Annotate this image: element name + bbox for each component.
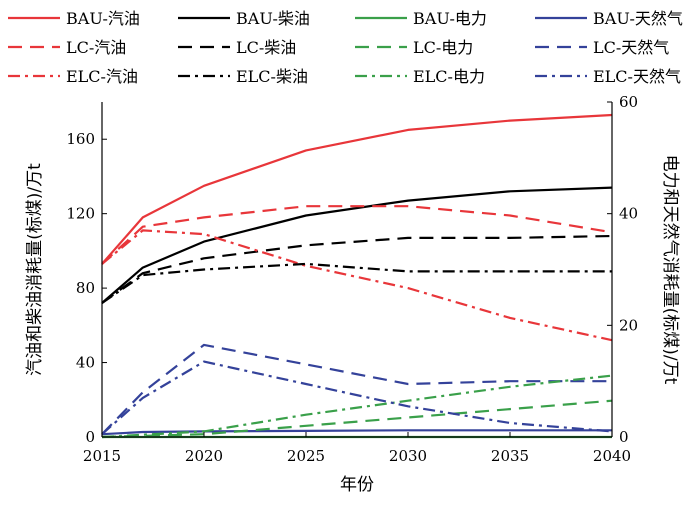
x-tick-label: 2030 [389,447,427,465]
axes: 2015 2020 2025 2030 2035 20400408012016002040… [66,93,638,465]
y-tick-label: 120 [66,205,95,223]
y-tick-label: 40 [76,354,95,372]
y2-axis-title: 电力和天然气消耗量(标煤)/万t [660,155,680,385]
x-tick-label: 2035 [491,447,529,465]
series-line-1 [101,113,613,265]
y-axis-title: 汽油和柴油消耗量(标煤)/万t [25,163,45,376]
legend-label-12: ELC-天然气 [593,67,681,86]
series-line-5 [101,205,613,265]
series-line-6 [101,234,613,304]
x-tick-label: 2015 [83,447,121,465]
legend-label-7: LC-电力 [413,38,473,57]
series-line-12 [101,360,613,436]
legend-label-2: BAU-柴油 [236,9,310,28]
series-line-10 [101,262,612,304]
x-tick-label: 2040 [593,447,631,465]
legend-label-4: BAU-天然气 [593,9,683,28]
series-line-2 [101,186,613,304]
x-tick-label: 2025 [287,447,325,465]
series-line-8 [101,343,612,435]
legend-label-9: ELC-汽油 [66,67,138,86]
legend-label-10: ELC-柴油 [236,67,308,86]
legend-label-3: BAU-电力 [413,9,487,28]
series-line-4 [101,429,612,436]
legend-label-8: LC-天然气 [593,38,669,57]
y-tick-label: 80 [76,279,95,297]
series-line-7 [101,399,613,439]
series-lines [101,113,613,439]
y2-tick-label: 60 [619,93,638,111]
x-axis-title: 年份 [340,475,374,495]
legend-label-11: ELC-电力 [413,67,485,86]
x-tick-label: 2020 [185,447,223,465]
series-line-9 [101,229,613,342]
legend-label-6: LC-柴油 [236,38,296,57]
y-tick-label: 160 [66,130,95,148]
y-tick-label: 0 [85,428,95,446]
legend-label-1: BAU-汽油 [66,9,140,28]
y2-tick-label: 20 [619,316,638,334]
legend-label-5: LC-汽油 [66,38,126,57]
legend: BAU-汽油 BAU-柴油 BAU-电力 BAU-天然气 LC-汽油 LC-柴油 LC-电力… [8,9,683,86]
y2-tick-label: 0 [619,428,629,446]
series-line-11 [101,374,613,439]
y2-tick-label: 40 [619,205,638,223]
